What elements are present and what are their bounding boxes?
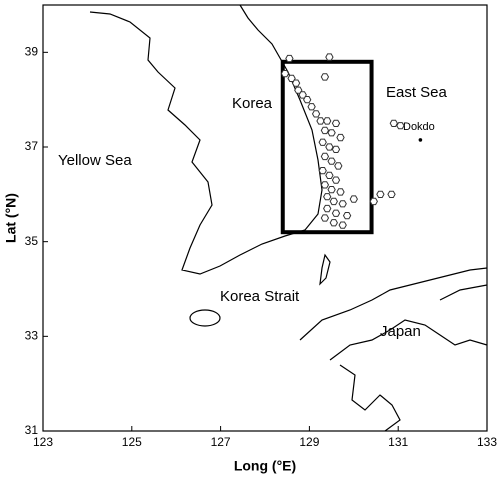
point	[311, 110, 321, 118]
point	[316, 117, 325, 125]
place-label: Korea Strait	[220, 288, 300, 305]
point	[325, 53, 334, 61]
x-tick-label: 131	[388, 435, 408, 449]
point	[323, 204, 332, 213]
point	[307, 103, 316, 111]
point	[331, 119, 341, 127]
point	[285, 54, 294, 63]
point	[331, 176, 341, 184]
point	[327, 186, 336, 194]
x-tick-label: 127	[211, 435, 231, 449]
coastline	[89, 4, 488, 432]
point	[329, 197, 338, 206]
point	[329, 219, 338, 227]
dokdo-point	[418, 138, 423, 142]
x-tick-label: 133	[477, 435, 497, 449]
place-label: Yellow Sea	[58, 152, 132, 169]
place-label: Dokdo	[403, 121, 435, 133]
place-label: East Sea	[386, 84, 448, 101]
point	[327, 157, 336, 165]
y-axis-title: Lat (°N)	[3, 193, 19, 243]
point	[338, 221, 347, 229]
point	[320, 152, 330, 161]
point	[318, 138, 327, 146]
point	[334, 162, 343, 170]
x-tick-label: 129	[299, 435, 319, 449]
place-label: Korea	[232, 95, 273, 112]
y-tick-label: 35	[25, 234, 39, 248]
x-tick-label: 123	[33, 435, 53, 449]
y-tick-label: 39	[25, 45, 39, 59]
point	[325, 143, 334, 151]
y-tick-label: 33	[25, 329, 39, 343]
point	[320, 126, 330, 135]
plot-frame	[42, 4, 488, 432]
place-label: Japan	[380, 323, 421, 340]
point	[331, 145, 341, 153]
point	[396, 122, 405, 130]
point	[387, 190, 396, 198]
point	[336, 188, 345, 196]
point	[327, 129, 336, 137]
point	[291, 79, 301, 87]
point	[303, 96, 312, 104]
point	[318, 167, 327, 175]
x-tick-label: 125	[122, 435, 142, 449]
point	[369, 197, 378, 206]
point	[376, 190, 385, 198]
point	[320, 73, 330, 81]
point	[325, 171, 334, 179]
point	[338, 200, 347, 208]
y-tick-label: 31	[25, 423, 39, 437]
point	[349, 195, 358, 203]
point	[342, 212, 352, 220]
point	[323, 193, 332, 201]
point	[280, 70, 290, 78]
point	[331, 209, 341, 217]
study-area-box	[280, 59, 374, 235]
x-axis-title: Long (°E)	[234, 458, 296, 474]
point	[320, 214, 330, 222]
point	[389, 119, 398, 127]
y-tick-label: 37	[25, 139, 39, 153]
point	[336, 133, 345, 142]
point	[320, 181, 330, 189]
point	[323, 117, 332, 125]
